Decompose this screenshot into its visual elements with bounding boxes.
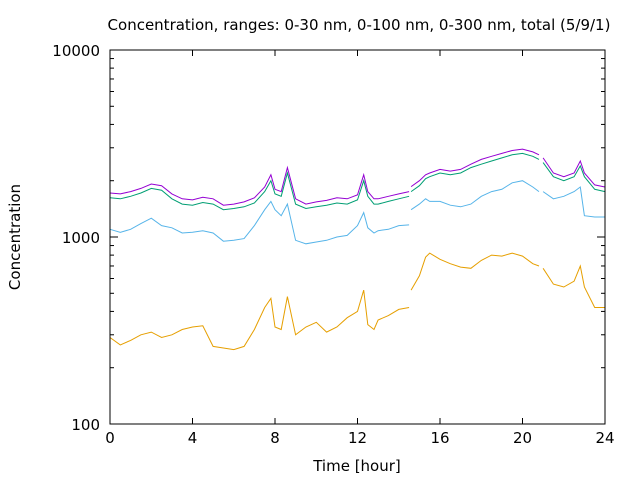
x-tick-label: 20: [513, 429, 532, 447]
ticks-layer: 0 4 8 12 16 20 24 100 1000 10000: [52, 42, 614, 447]
series-line-2: [109, 180, 605, 245]
y-axis-label: Concentration: [6, 184, 24, 290]
plot-frame: [109, 49, 606, 425]
x-tick-label: 4: [188, 429, 198, 447]
x-tick-label: 12: [348, 429, 367, 447]
x-tick-label: 16: [430, 429, 449, 447]
series-line-3: [109, 152, 606, 211]
series-line-4: [109, 148, 606, 206]
series-layer: [109, 148, 606, 351]
series-line-1: [109, 252, 605, 351]
y-tick-label: 1000: [62, 229, 100, 247]
chart-title: Concentration, ranges: 0-30 nm, 0-100 nm…: [108, 16, 611, 34]
x-tick-label: 0: [105, 429, 115, 447]
x-tick-label: 8: [270, 429, 280, 447]
x-tick-label: 24: [595, 429, 614, 447]
x-axis-label: Time [hour]: [312, 457, 401, 475]
y-tick-label: 100: [71, 416, 100, 434]
y-tick-label: 10000: [52, 42, 100, 60]
